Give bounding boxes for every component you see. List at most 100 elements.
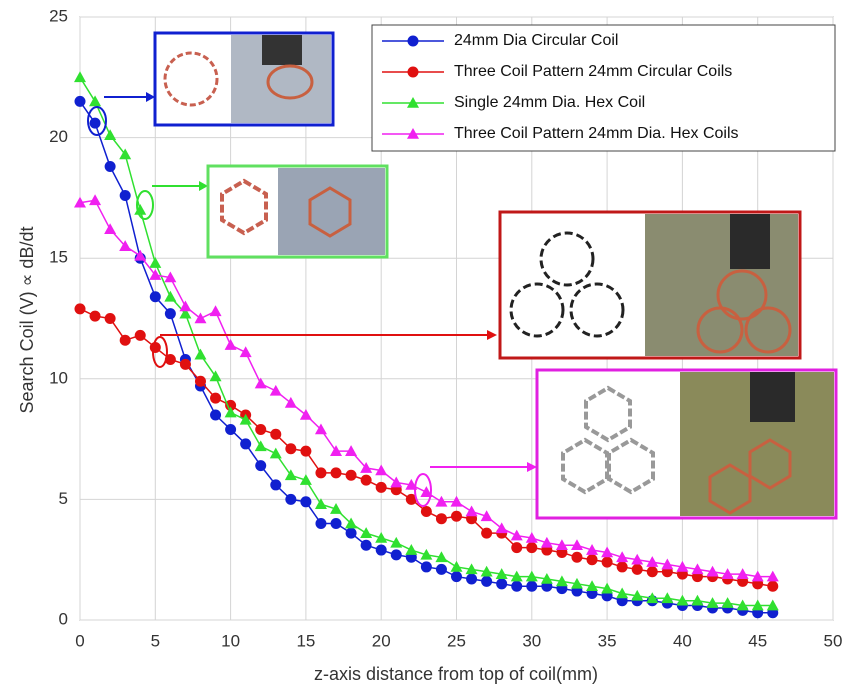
data-point bbox=[345, 517, 358, 529]
data-point bbox=[646, 592, 659, 604]
data-point bbox=[646, 566, 658, 578]
y-tick-label: 0 bbox=[59, 609, 68, 628]
data-point bbox=[661, 592, 674, 604]
legend-box bbox=[371, 24, 836, 152]
data-point bbox=[209, 370, 222, 382]
data-point bbox=[616, 587, 629, 599]
data-point bbox=[631, 563, 643, 575]
data-point bbox=[345, 527, 357, 539]
data-point bbox=[736, 599, 749, 611]
x-tick-label: 30 bbox=[522, 631, 541, 650]
data-point bbox=[375, 544, 387, 556]
legend-label: 24mm Dia Circular Coil bbox=[454, 32, 618, 49]
data-point bbox=[510, 570, 523, 582]
data-point bbox=[345, 469, 357, 481]
data-point bbox=[300, 445, 312, 457]
data-point bbox=[270, 428, 282, 440]
data-point bbox=[360, 527, 373, 538]
data-point bbox=[89, 117, 101, 129]
data-point bbox=[299, 408, 312, 420]
data-point bbox=[525, 570, 538, 582]
inset-three-hex bbox=[414, 368, 838, 520]
data-point bbox=[330, 503, 343, 514]
data-point bbox=[74, 303, 86, 315]
data-point bbox=[74, 71, 86, 83]
data-point bbox=[315, 518, 327, 530]
data-point bbox=[74, 196, 86, 208]
data-point bbox=[450, 560, 463, 572]
data-point bbox=[269, 447, 282, 459]
data-point bbox=[285, 443, 297, 455]
data-point bbox=[164, 290, 177, 302]
data-point bbox=[601, 546, 614, 558]
data-point bbox=[270, 479, 282, 491]
y-axis-label: Search Coil (V) ∝ dB/dt bbox=[17, 227, 37, 414]
data-point bbox=[390, 476, 403, 488]
data-point bbox=[254, 377, 267, 389]
data-point bbox=[89, 310, 101, 322]
data-point bbox=[405, 544, 418, 555]
data-point bbox=[104, 161, 116, 173]
data-point bbox=[646, 556, 659, 567]
data-point bbox=[164, 308, 176, 320]
data-point bbox=[314, 498, 327, 510]
data-point bbox=[390, 536, 403, 548]
data-point bbox=[466, 573, 478, 585]
data-point bbox=[767, 580, 779, 592]
data-point bbox=[766, 599, 779, 611]
data-point bbox=[119, 148, 132, 160]
data-point bbox=[390, 549, 402, 561]
data-point bbox=[149, 257, 162, 268]
x-tick-label: 0 bbox=[75, 631, 84, 650]
data-point bbox=[179, 300, 192, 312]
data-point bbox=[706, 597, 719, 608]
data-point bbox=[555, 539, 568, 551]
data-point bbox=[255, 423, 267, 435]
data-point bbox=[224, 406, 237, 418]
data-point bbox=[360, 462, 373, 473]
data-point bbox=[510, 529, 523, 541]
data-point bbox=[435, 563, 447, 575]
data-point bbox=[225, 423, 237, 435]
data-point bbox=[511, 542, 523, 554]
data-point bbox=[495, 568, 508, 579]
data-point bbox=[736, 568, 749, 579]
x-tick-label: 20 bbox=[372, 631, 391, 650]
data-point bbox=[751, 570, 764, 582]
data-point bbox=[526, 580, 538, 592]
series bbox=[74, 303, 779, 592]
data-point bbox=[104, 313, 116, 324]
data-point bbox=[721, 568, 734, 579]
data-point bbox=[240, 438, 252, 450]
data-point bbox=[299, 474, 312, 485]
data-point bbox=[134, 329, 146, 341]
data-point bbox=[360, 539, 372, 551]
data-point bbox=[407, 35, 419, 47]
y-tick-label: 15 bbox=[49, 248, 68, 267]
data-point bbox=[601, 556, 613, 568]
series bbox=[74, 71, 779, 611]
data-point bbox=[407, 97, 419, 108]
data-point bbox=[74, 95, 86, 107]
data-point bbox=[104, 223, 117, 235]
legend-label: Three Coil Pattern 24mm Circular Coils bbox=[454, 63, 732, 80]
data-point bbox=[420, 548, 433, 560]
data-point bbox=[586, 544, 599, 555]
data-point bbox=[676, 594, 689, 606]
data-point bbox=[616, 551, 629, 563]
data-point bbox=[254, 440, 267, 452]
data-point bbox=[149, 291, 161, 303]
data-point bbox=[586, 580, 599, 592]
data-point bbox=[407, 66, 419, 78]
data-point bbox=[661, 558, 674, 570]
data-point bbox=[435, 513, 447, 525]
data-point bbox=[119, 189, 131, 201]
data-point bbox=[179, 307, 192, 319]
data-point bbox=[330, 445, 343, 456]
data-point bbox=[360, 474, 372, 486]
data-point bbox=[149, 269, 162, 280]
data-point bbox=[706, 565, 719, 577]
data-point bbox=[451, 510, 462, 522]
data-point bbox=[239, 413, 252, 425]
data-point bbox=[570, 539, 583, 551]
